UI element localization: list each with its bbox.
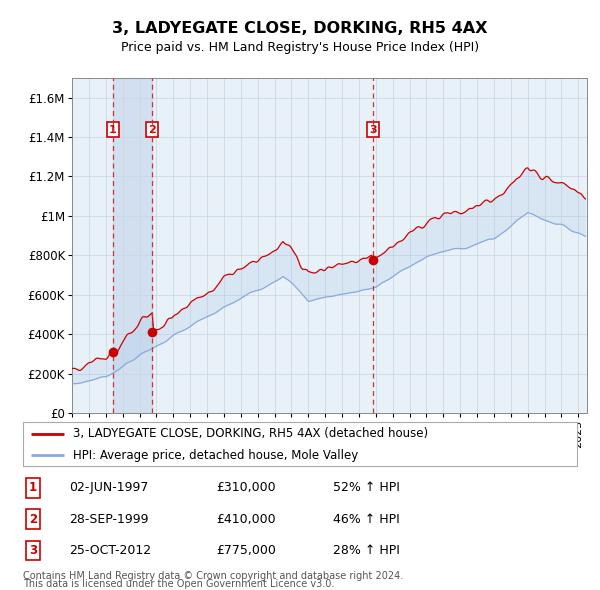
Text: £775,000: £775,000 — [216, 544, 276, 557]
Text: 1: 1 — [109, 125, 117, 135]
Text: Contains HM Land Registry data © Crown copyright and database right 2024.: Contains HM Land Registry data © Crown c… — [23, 571, 403, 581]
Bar — [113, 78, 152, 413]
Text: 3: 3 — [29, 544, 37, 557]
Text: 28-SEP-1999: 28-SEP-1999 — [69, 513, 149, 526]
Text: 46% ↑ HPI: 46% ↑ HPI — [333, 513, 400, 526]
Text: 3: 3 — [369, 125, 377, 135]
Text: 1: 1 — [29, 481, 37, 494]
Text: £310,000: £310,000 — [216, 481, 275, 494]
Text: Price paid vs. HM Land Registry's House Price Index (HPI): Price paid vs. HM Land Registry's House … — [121, 41, 479, 54]
Text: 2: 2 — [29, 513, 37, 526]
Text: 2: 2 — [148, 125, 156, 135]
Text: 28% ↑ HPI: 28% ↑ HPI — [333, 544, 400, 557]
Text: 25-OCT-2012: 25-OCT-2012 — [69, 544, 151, 557]
Text: 52% ↑ HPI: 52% ↑ HPI — [333, 481, 400, 494]
Text: £410,000: £410,000 — [216, 513, 275, 526]
Text: This data is licensed under the Open Government Licence v3.0.: This data is licensed under the Open Gov… — [23, 579, 334, 589]
Text: 3, LADYEGATE CLOSE, DORKING, RH5 4AX (detached house): 3, LADYEGATE CLOSE, DORKING, RH5 4AX (de… — [73, 427, 428, 440]
Text: HPI: Average price, detached house, Mole Valley: HPI: Average price, detached house, Mole… — [73, 448, 358, 461]
Text: 02-JUN-1997: 02-JUN-1997 — [69, 481, 148, 494]
Text: 3, LADYEGATE CLOSE, DORKING, RH5 4AX: 3, LADYEGATE CLOSE, DORKING, RH5 4AX — [112, 21, 488, 37]
